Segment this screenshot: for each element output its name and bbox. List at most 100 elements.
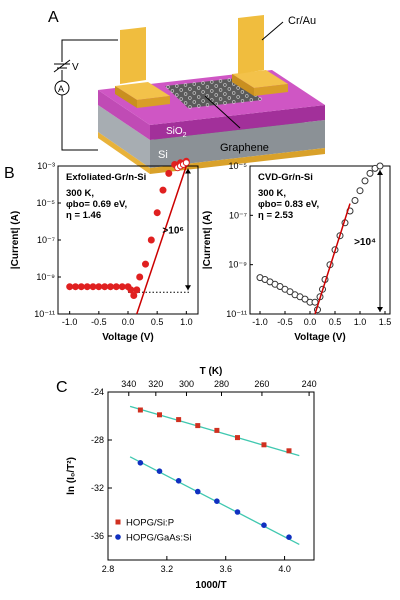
- lattice-node: [205, 103, 210, 107]
- data-point: [77, 283, 85, 291]
- y-tick-label: 10⁻⁵: [37, 198, 56, 208]
- top-tick-label: 260: [254, 379, 269, 389]
- x-tick-label: -1.0: [252, 317, 268, 327]
- lattice-node: [227, 96, 232, 100]
- arrow-head-up: [377, 170, 383, 175]
- x-tick-label: -0.5: [277, 317, 293, 327]
- x-tick-label: 0.5: [329, 317, 342, 327]
- measurement-circuit: [53, 21, 284, 151]
- lattice-node: [197, 86, 201, 90]
- lattice-node: [214, 102, 219, 106]
- contact-right-tab: [238, 15, 264, 74]
- data-point: [66, 283, 74, 291]
- lattice-node: [210, 98, 214, 102]
- lattice-node: [166, 85, 170, 89]
- lattice-node: [170, 89, 175, 93]
- y-tick-label: 10⁻¹¹: [226, 309, 247, 319]
- data-point: [130, 292, 138, 299]
- y-tick-label: -32: [91, 483, 104, 493]
- data-point: [112, 283, 120, 291]
- voltage-label: V: [72, 62, 79, 73]
- data-point: [261, 442, 267, 448]
- data-point: [142, 260, 149, 268]
- data-point: [175, 478, 182, 484]
- lattice-node: [223, 92, 227, 96]
- lattice-node: [232, 100, 236, 104]
- lattice-node: [210, 89, 214, 93]
- silicon-front-face: [150, 120, 325, 168]
- data-point: [286, 534, 292, 540]
- panel-b-letter: B: [4, 165, 15, 182]
- lattice-node: [236, 95, 240, 99]
- graphene-label: Graphene: [220, 142, 269, 154]
- lattice-node: [210, 80, 214, 84]
- y-axis-label: ln (I₀/T²): [66, 457, 77, 495]
- lattice-node: [188, 96, 192, 100]
- data-point: [286, 448, 292, 454]
- top-tick-label: 340: [121, 379, 136, 389]
- lattice-node: [227, 87, 232, 91]
- lattice-node: [227, 78, 232, 82]
- data-point: [176, 417, 182, 423]
- lattice-node: [183, 101, 188, 105]
- annotation-line: η = 1.46: [66, 210, 101, 221]
- chart-richardson: 2.8 3.2 3.6 4.0 -24 -28 -32 -36 340 320 300 280 260 2…: [66, 366, 317, 591]
- data-point: [351, 197, 359, 204]
- x-tick-label: -1.0: [62, 317, 78, 327]
- oxide-left-face: [98, 90, 150, 140]
- plot-title: Exfoliated-Gr/n-Si: [66, 172, 146, 183]
- lattice-node: [183, 92, 188, 96]
- panel-a-letter: A: [48, 9, 59, 26]
- data-point: [361, 177, 369, 185]
- data-point: [311, 298, 319, 306]
- lattice-node: [188, 105, 192, 109]
- data-point: [234, 435, 240, 441]
- data-point: [165, 169, 173, 177]
- lattice-node: [205, 85, 210, 89]
- contact-left-side: [115, 86, 137, 108]
- ratio-label: >10⁴: [354, 237, 376, 248]
- legend-label: HOPG/GaAs:Si: [126, 533, 191, 544]
- annotation-line: η = 2.53: [258, 210, 293, 221]
- x-tick-label: 0.0: [122, 317, 135, 327]
- x-tick-label: 3.2: [161, 564, 174, 574]
- y-tick-label: -36: [91, 531, 104, 541]
- silicon-left-face: [98, 105, 150, 168]
- lattice-node: [179, 97, 183, 101]
- data-point: [214, 427, 220, 433]
- data-point: [376, 162, 384, 170]
- annotation-line: 300 K,: [66, 188, 94, 199]
- lattice-node: [201, 90, 205, 94]
- data-point: [156, 468, 163, 475]
- lattice-node: [218, 79, 223, 83]
- data-point: [137, 460, 144, 466]
- x-tick-label: 3.6: [219, 564, 232, 574]
- device-diagram: [98, 15, 325, 174]
- data-point: [133, 286, 141, 294]
- x-tick-label: 1.0: [180, 317, 193, 327]
- y-tick-label: 10⁻⁵: [229, 161, 248, 171]
- top-tick-label: 320: [148, 379, 163, 389]
- contact-left-tab: [120, 27, 146, 84]
- data-point: [136, 273, 144, 281]
- data-point: [214, 498, 220, 505]
- lattice-node: [179, 88, 183, 92]
- lattice-node: [218, 97, 223, 101]
- plot-title: CVD-Gr/n-Si: [258, 172, 313, 183]
- lattice-node: [223, 83, 227, 87]
- data-point: [195, 423, 201, 429]
- lattice-node: [240, 90, 245, 94]
- arrow-head-down: [185, 285, 191, 291]
- top-tick-label: 300: [179, 379, 194, 389]
- x-tick-label: -0.5: [91, 317, 107, 327]
- top-axis-label: T (K): [200, 366, 223, 377]
- back-contact-front: [150, 148, 325, 174]
- y-tick-label: -24: [91, 387, 104, 397]
- top-tick-label: 240: [302, 379, 317, 389]
- data-point: [234, 509, 241, 515]
- lattice-node: [236, 86, 240, 90]
- lattice-node: [175, 93, 179, 97]
- y-tick-label: 10⁻¹¹: [34, 309, 55, 319]
- data-point: [356, 187, 364, 195]
- lattice-node: [232, 91, 236, 95]
